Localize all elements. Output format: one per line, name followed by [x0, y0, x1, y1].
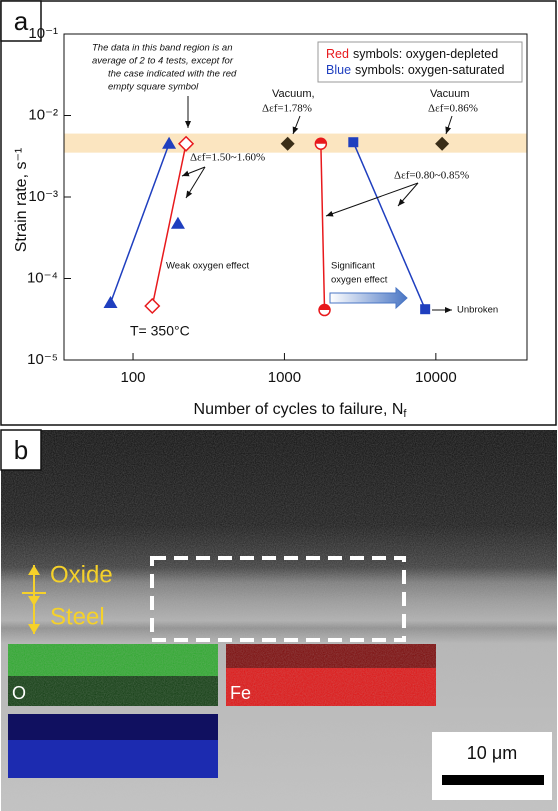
marker-diamond: [280, 136, 295, 151]
scale-bar-box: [432, 732, 552, 800]
arrow: [445, 115, 453, 135]
map-texture: [226, 644, 436, 706]
x-axis-label-sub: f: [403, 408, 407, 420]
note-line: The data in this band region is an: [92, 43, 232, 54]
y-tick-label: 10⁻³: [28, 188, 58, 205]
legend-entry: Red symbols: oxygen-depleted: [326, 47, 498, 61]
map-label: O: [12, 683, 26, 703]
legend-text: symbols: oxygen-depleted: [353, 47, 498, 61]
panel-label-box: [0, 429, 42, 471]
arrow: [325, 182, 419, 217]
marker-diamond: [178, 135, 195, 152]
annotation: Weak oxygen effect: [166, 261, 249, 272]
y-tick-label: 10⁻⁴: [27, 269, 58, 286]
scale-bar-label: 10 μm: [467, 743, 517, 763]
x-axis-label-text: Number of cycles to failure, N: [194, 401, 404, 418]
band: [64, 133, 527, 153]
marker-triangle: [103, 296, 118, 309]
note-line: empty square symbol: [108, 82, 199, 93]
annotation: Δεf=1.78%: [262, 103, 312, 115]
marker-circle: [318, 303, 331, 317]
marker-triangle: [170, 216, 185, 229]
y-tick-label: 10⁻⁵: [27, 351, 58, 368]
legend-entry: Blue symbols: oxygen-saturated: [326, 63, 504, 77]
series-line: [320, 143, 326, 311]
x-tick-label: 100: [121, 369, 146, 386]
x-tick-label: 10000: [415, 369, 457, 386]
annotation: Δεf=1.50~1.60%: [190, 152, 265, 164]
annotation: Vacuum,: [272, 88, 315, 100]
arrow: [292, 115, 301, 135]
legend-color-word: Blue: [326, 63, 351, 77]
layer-label: Steel: [50, 603, 105, 630]
annotation: Significant: [331, 261, 375, 272]
x-axis-label: Number of cycles to failure, Nf: [194, 401, 408, 420]
y-axis-label: Strain rate, s⁻¹: [13, 148, 30, 252]
annotation: Unbroken: [457, 305, 498, 316]
map-third-lower: [8, 740, 218, 778]
annotation: oxygen effect: [331, 275, 388, 286]
map-label: Fe: [230, 683, 251, 703]
y-tick-label: 10⁻²: [28, 106, 58, 123]
legend-text: symbols: oxygen-saturated: [355, 63, 504, 77]
plot: 100 1000 10000 10⁻¹ 10⁻² 10⁻³ 10⁻⁴ 10⁻⁵: [27, 25, 528, 386]
legend-box: [317, 41, 523, 83]
effect-arrow: [329, 286, 408, 310]
region-box: [150, 556, 406, 642]
series-line: [352, 141, 426, 310]
note-line: the case indicated with the red: [108, 69, 237, 80]
note-line: average of 2 to 4 tests, except for: [92, 56, 234, 67]
annotation: Δεf=0.86%: [428, 103, 478, 115]
marker-triangle: [162, 136, 177, 149]
series-line: [109, 143, 170, 304]
annotation: T= 350°C: [130, 323, 190, 339]
marker-circle-half: [315, 138, 327, 144]
marker-square: [348, 137, 359, 148]
y-tick-label: 10⁻¹: [28, 25, 58, 42]
marker-circle: [314, 137, 328, 151]
annotation: Δεf=0.80~0.85%: [394, 170, 469, 182]
panel-label-box: [0, 0, 42, 42]
arrow: [181, 166, 206, 177]
series-line: [151, 143, 187, 307]
panel-b: b Oxide Steel O Fe 10 μm: [0, 429, 557, 811]
marker-diamond: [144, 297, 161, 315]
annotation: Vacuum: [430, 88, 470, 100]
marker-circle-half: [319, 304, 331, 311]
map-texture: [8, 644, 218, 706]
marker-diamond: [435, 136, 450, 151]
arrow: [185, 166, 206, 199]
arrow: [397, 182, 419, 207]
panel-label: a: [14, 6, 29, 36]
panel-label: b: [14, 435, 28, 465]
note: The data in this band region is an avera…: [92, 43, 237, 93]
scale-bar: [442, 775, 544, 785]
layer-label: Oxide: [50, 561, 113, 588]
legend-color-word: Red: [326, 47, 349, 61]
x-tick-label: 1000: [268, 369, 301, 386]
marker-square: [420, 304, 431, 315]
